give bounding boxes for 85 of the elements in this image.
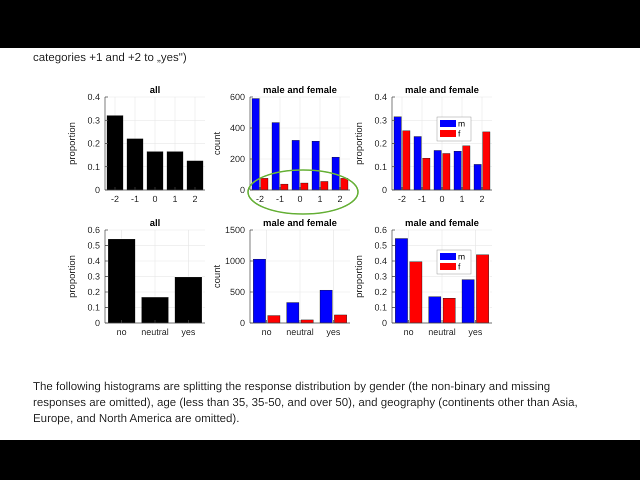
x-tick-label: -2 bbox=[398, 194, 406, 204]
x-tick-label: neutral bbox=[428, 327, 456, 337]
chart-title: male and female bbox=[263, 218, 337, 229]
y-tick-label: 1000 bbox=[224, 256, 245, 266]
x-tick-label: 0 bbox=[439, 194, 445, 204]
y-tick-label: 0.2 bbox=[374, 287, 387, 298]
y-axis-title: proportion bbox=[354, 122, 365, 165]
y-tick-label: 0.4 bbox=[87, 92, 100, 102]
y-tick-label: 0.3 bbox=[87, 115, 100, 126]
x-tick-label: 2 bbox=[479, 194, 485, 204]
y-tick-label: 0.6 bbox=[374, 225, 387, 236]
chart-title: male and female bbox=[405, 85, 479, 96]
x-tick-label: 1 bbox=[459, 194, 465, 204]
y-axis-title: proportion bbox=[354, 255, 365, 298]
bar bbox=[126, 138, 144, 190]
y-tick-label: 0.2 bbox=[374, 138, 387, 149]
bar bbox=[106, 115, 124, 190]
x-tick-label: 0 bbox=[152, 194, 158, 204]
bar bbox=[428, 296, 442, 324]
bar bbox=[186, 160, 204, 190]
x-tick-label: -1 bbox=[130, 194, 140, 204]
chart-title: male and female bbox=[263, 85, 337, 96]
x-tick-label: 1 bbox=[317, 194, 323, 204]
text: categories +1 and +2 to „yes") bbox=[33, 51, 188, 66]
y-tick-label: 0 bbox=[240, 318, 245, 328]
y-tick-label: 0.3 bbox=[87, 272, 100, 282]
bar bbox=[286, 302, 300, 324]
x-tick-label: yes bbox=[326, 327, 341, 337]
y-tick-label: 200 bbox=[230, 154, 245, 164]
y-tick-label: 0 bbox=[382, 318, 387, 328]
x-tick-label: -1 bbox=[418, 194, 426, 204]
x-tick-label: yes bbox=[181, 327, 196, 337]
text: The following histograms are splitting the response distribution by gender (the non-binary and missing responses are omitted), age (less than 35, 35-50, and over 50), and geography (continents other than Asia, Europe, and North America are omitted). bbox=[33, 380, 579, 427]
bar bbox=[442, 298, 456, 324]
y-tick-label: 0 bbox=[94, 318, 100, 328]
x-tick-label: 0 bbox=[297, 194, 303, 204]
chart-title: male and female bbox=[405, 218, 479, 229]
y-tick-label: 0.3 bbox=[374, 272, 387, 282]
y-tick-label: 0.4 bbox=[87, 256, 100, 266]
bar bbox=[108, 239, 136, 324]
legend-label: m bbox=[458, 118, 466, 128]
x-tick-label: yes bbox=[468, 327, 483, 337]
chart-title: all bbox=[150, 218, 160, 229]
y-tick-label: 0.1 bbox=[374, 162, 387, 172]
y-tick-label: 500 bbox=[230, 287, 245, 298]
y-tick-label: 600 bbox=[230, 92, 245, 102]
y-tick-label: 0 bbox=[94, 185, 100, 196]
y-axis-title: count bbox=[212, 264, 223, 288]
y-tick-label: 0 bbox=[382, 185, 387, 196]
bar bbox=[174, 277, 202, 324]
y-tick-label: 0.2 bbox=[87, 138, 100, 149]
y-tick-label: 0.4 bbox=[374, 92, 387, 102]
y-tick-label: 0.2 bbox=[87, 287, 100, 298]
x-tick-label: -2 bbox=[110, 194, 120, 204]
bar bbox=[141, 297, 169, 324]
x-tick-label: neutral bbox=[286, 327, 314, 337]
chart-title: all bbox=[150, 85, 160, 96]
y-tick-label: 400 bbox=[230, 123, 245, 134]
y-tick-label: 0.3 bbox=[374, 115, 387, 126]
bar bbox=[166, 151, 184, 190]
x-tick-label: -2 bbox=[256, 194, 264, 204]
y-tick-label: 0.1 bbox=[87, 162, 100, 172]
x-tick-label: 2 bbox=[337, 194, 343, 204]
x-tick-label: neutral bbox=[141, 327, 169, 337]
x-tick-label: no bbox=[262, 327, 272, 337]
y-tick-label: 0 bbox=[240, 185, 245, 196]
y-tick-label: 0.1 bbox=[87, 302, 100, 313]
legend-label: m bbox=[458, 252, 466, 262]
x-tick-label: no bbox=[116, 327, 127, 337]
y-tick-label: 0.5 bbox=[374, 240, 387, 251]
x-tick-label: 1 bbox=[172, 194, 178, 204]
bar bbox=[146, 151, 164, 190]
y-tick-label: 0.1 bbox=[374, 302, 387, 313]
y-axis-title: proportion bbox=[67, 255, 78, 298]
y-tick-label: 0.5 bbox=[87, 240, 100, 251]
y-tick-label: 0.6 bbox=[87, 225, 100, 236]
legend-label: f bbox=[458, 262, 461, 272]
x-tick-label: -1 bbox=[276, 194, 284, 204]
x-tick-label: 2 bbox=[192, 194, 198, 204]
y-axis-title: count bbox=[212, 132, 223, 156]
y-axis-title: proportion bbox=[67, 122, 78, 165]
legend-label: f bbox=[458, 128, 461, 138]
y-tick-label: 1500 bbox=[224, 225, 245, 236]
y-tick-label: 0.4 bbox=[374, 256, 387, 266]
x-tick-label: no bbox=[404, 327, 414, 337]
